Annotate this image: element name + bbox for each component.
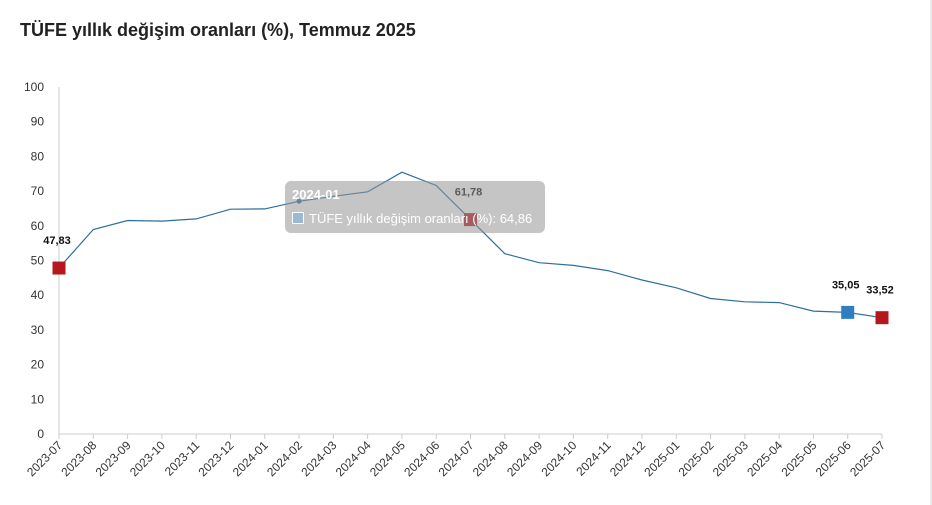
x-tick-label: 2025-04: [744, 438, 785, 479]
y-tick-label: 100: [24, 80, 44, 94]
x-tick-label: 2024-07: [436, 438, 477, 479]
chart-title: TÜFE yıllık değişim oranları (%), Temmuz…: [20, 20, 416, 40]
x-tick-label: 2023-11: [162, 438, 203, 479]
x-tick-label: 2024-04: [333, 438, 374, 479]
tooltip: 2024-01 TÜFE yıllık değişim oranları (%)…: [285, 181, 545, 233]
y-tick-label: 20: [31, 358, 45, 372]
data-label: 35,05: [832, 279, 860, 291]
x-tick-label: 2024-02: [264, 438, 305, 479]
y-axis-ticks: 0 10 20 30 40 50 60 70 80 90 100: [24, 80, 44, 441]
y-tick-label: 0: [37, 427, 44, 441]
tooltip-title: 2024-01: [292, 187, 340, 202]
x-tick-label: 2025-01: [641, 438, 682, 479]
x-tick-label: 2024-12: [607, 438, 648, 479]
y-tick-label: 40: [31, 288, 45, 302]
x-tick-label: 2025-02: [676, 438, 717, 479]
x-tick-label: 2023-10: [127, 438, 168, 479]
y-tick-label: 50: [31, 254, 45, 268]
tooltip-row: TÜFE yıllık değişim oranları (%): 64,86: [292, 211, 532, 226]
y-tick-label: 10: [31, 392, 45, 406]
x-tick-label: 2024-05: [367, 438, 408, 479]
x-tick-label: 2023-12: [196, 438, 237, 479]
x-tick-label: 2024-11: [573, 438, 614, 479]
x-tick-label: 2023-07: [24, 438, 65, 479]
highlight-marker[interactable]: [875, 311, 889, 325]
x-tick-label: 2025-06: [813, 438, 854, 479]
x-tick-label: 2023-08: [58, 438, 99, 479]
axes: [58, 87, 882, 435]
data-label: 33,52: [866, 285, 894, 297]
tooltip-swatch: [292, 212, 304, 224]
y-tick-label: 60: [31, 219, 45, 233]
x-axis-ticks: 2023-072023-082023-092023-102023-112023-…: [24, 434, 888, 479]
y-tick-label: 80: [31, 149, 45, 163]
x-tick-label: 2024-03: [298, 438, 339, 479]
y-tick-label: 70: [31, 184, 45, 198]
x-tick-label: 2025-05: [778, 438, 819, 479]
y-tick-label: 90: [31, 115, 45, 129]
y-tick-label: 30: [31, 323, 45, 337]
x-tick-label: 2025-03: [710, 438, 751, 479]
data-label: 47,83: [43, 235, 71, 247]
highlight-marker[interactable]: [52, 261, 66, 275]
right-border: [930, 0, 932, 505]
x-tick-label: 2024-01: [230, 438, 271, 479]
x-tick-label: 2024-08: [470, 438, 511, 479]
x-tick-label: 2025-07: [847, 438, 888, 479]
x-tick-label: 2024-06: [401, 438, 442, 479]
highlight-marker[interactable]: [841, 305, 855, 319]
x-tick-label: 2024-09: [504, 438, 545, 479]
x-tick-label: 2024-10: [538, 438, 579, 479]
x-tick-label: 2023-09: [93, 438, 134, 479]
tooltip-label: TÜFE yıllık değişim oranları (%): 64,86: [309, 211, 533, 226]
